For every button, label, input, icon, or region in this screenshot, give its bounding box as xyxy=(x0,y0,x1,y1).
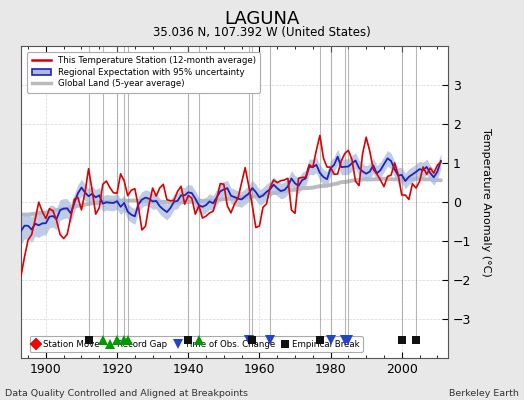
Text: 35.036 N, 107.392 W (United States): 35.036 N, 107.392 W (United States) xyxy=(153,26,371,39)
Text: Berkeley Earth: Berkeley Earth xyxy=(449,389,519,398)
Legend: Station Move, Record Gap, Time of Obs. Change, Empirical Break: Station Move, Record Gap, Time of Obs. C… xyxy=(29,336,363,352)
Text: Data Quality Controlled and Aligned at Breakpoints: Data Quality Controlled and Aligned at B… xyxy=(5,389,248,398)
Text: LAGUNA: LAGUNA xyxy=(224,10,300,28)
Y-axis label: Temperature Anomaly (°C): Temperature Anomaly (°C) xyxy=(481,128,490,276)
